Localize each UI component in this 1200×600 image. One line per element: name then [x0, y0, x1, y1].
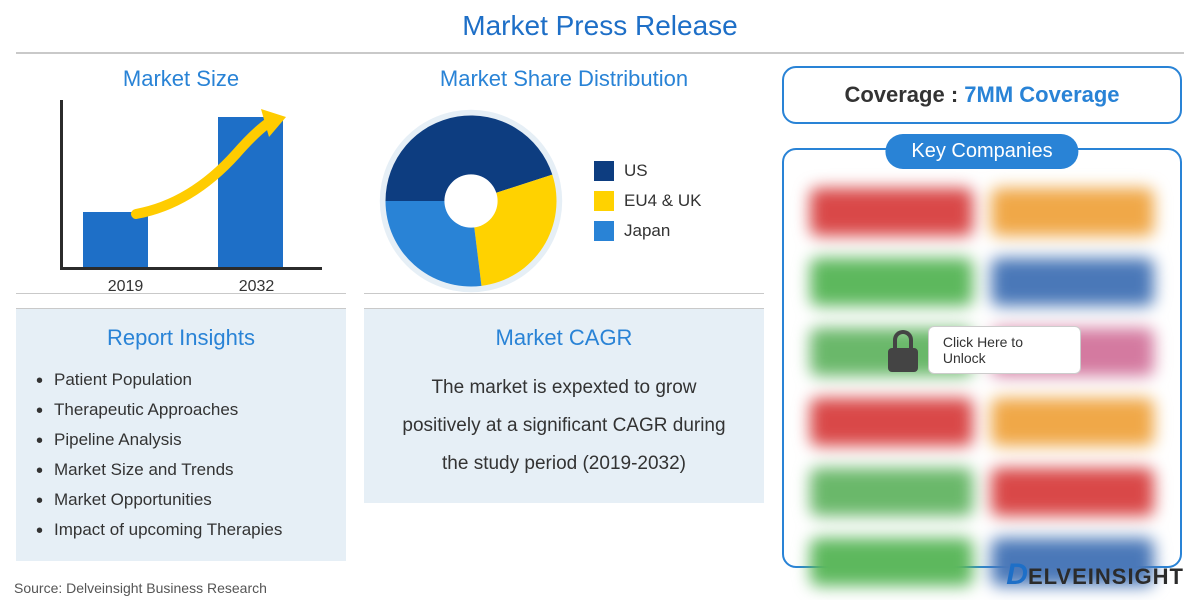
source-text: Source: Delveinsight Business Research [14, 580, 267, 596]
brand-rest: ELVEINSIGHT [1028, 564, 1184, 589]
column-middle: Market Share Distribution US [364, 66, 764, 568]
company-logo-blur [991, 258, 1154, 306]
company-logo-blur [810, 398, 973, 446]
cagr-text: The market is expexted to grow positivel… [382, 365, 746, 487]
list-item: Market Opportunities [36, 485, 326, 515]
legend-item-eu: EU4 & UK [594, 191, 752, 211]
header-divider [16, 52, 1184, 54]
unlock-label: Click Here to Unlock [928, 326, 1081, 374]
market-size-title: Market Size [20, 66, 342, 92]
company-logo-blur [991, 188, 1154, 236]
pie-legend: US EU4 & UK Japan [594, 151, 752, 251]
pie-inner-hole [444, 174, 497, 227]
bar-2019 [83, 212, 148, 267]
bar-x-labels: 2019 2032 [60, 278, 322, 296]
column-left: Market Size 2019 2032 Report Insights Pa… [16, 66, 346, 568]
bar-label-0: 2019 [108, 278, 144, 296]
list-item: Market Size and Trends [36, 455, 326, 485]
main-layout: Market Size 2019 2032 Report Insights Pa… [0, 66, 1200, 568]
company-logo-blur [991, 398, 1154, 446]
legend-label: Japan [624, 221, 670, 241]
list-item: Therapeutic Approaches [36, 395, 326, 425]
lock-icon [883, 328, 922, 372]
legend-item-us: US [594, 161, 752, 181]
legend-label: EU4 & UK [624, 191, 701, 211]
market-size-panel: Market Size 2019 2032 [16, 66, 346, 294]
companies-panel: Key Companies Click Here to Unlock [782, 148, 1182, 568]
legend-swatch [594, 161, 614, 181]
legend-swatch [594, 191, 614, 211]
legend-label: US [624, 161, 648, 181]
list-item: Impact of upcoming Therapies [36, 515, 326, 545]
list-item: Pipeline Analysis [36, 425, 326, 455]
legend-item-japan: Japan [594, 221, 752, 241]
bar-chart [60, 100, 322, 270]
growth-arrow-icon [131, 109, 286, 219]
insights-list: Patient Population Therapeutic Approache… [36, 365, 326, 545]
distribution-panel: Market Share Distribution US [364, 66, 764, 294]
page-title: Market Press Release [0, 0, 1200, 52]
cagr-title: Market CAGR [382, 325, 746, 351]
legend-swatch [594, 221, 614, 241]
coverage-label: Coverage : [844, 82, 964, 107]
brand-d: D [1006, 558, 1028, 591]
column-right: Coverage : 7MM Coverage Key Companies [782, 66, 1182, 568]
bar-label-1: 2032 [239, 278, 275, 296]
pie-chart [376, 106, 566, 296]
list-item: Patient Population [36, 365, 326, 395]
report-insights-panel: Report Insights Patient Population Thera… [16, 308, 346, 561]
coverage-panel: Coverage : 7MM Coverage [782, 66, 1182, 124]
company-logo-blur [810, 188, 973, 236]
insights-title: Report Insights [36, 325, 326, 351]
companies-badge: Key Companies [885, 134, 1078, 169]
distribution-title: Market Share Distribution [368, 66, 760, 92]
coverage-value: 7MM Coverage [964, 82, 1119, 107]
unlock-button[interactable]: Click Here to Unlock [883, 326, 1081, 374]
brand-logo: DELVEINSIGHT [1006, 558, 1184, 592]
company-logo-blur [991, 468, 1154, 516]
pie-content: US EU4 & UK Japan [368, 100, 760, 302]
company-logo-blur [810, 468, 973, 516]
cagr-panel: Market CAGR The market is expexted to gr… [364, 308, 764, 503]
company-logo-blur [810, 538, 973, 586]
company-logo-blur [810, 258, 973, 306]
